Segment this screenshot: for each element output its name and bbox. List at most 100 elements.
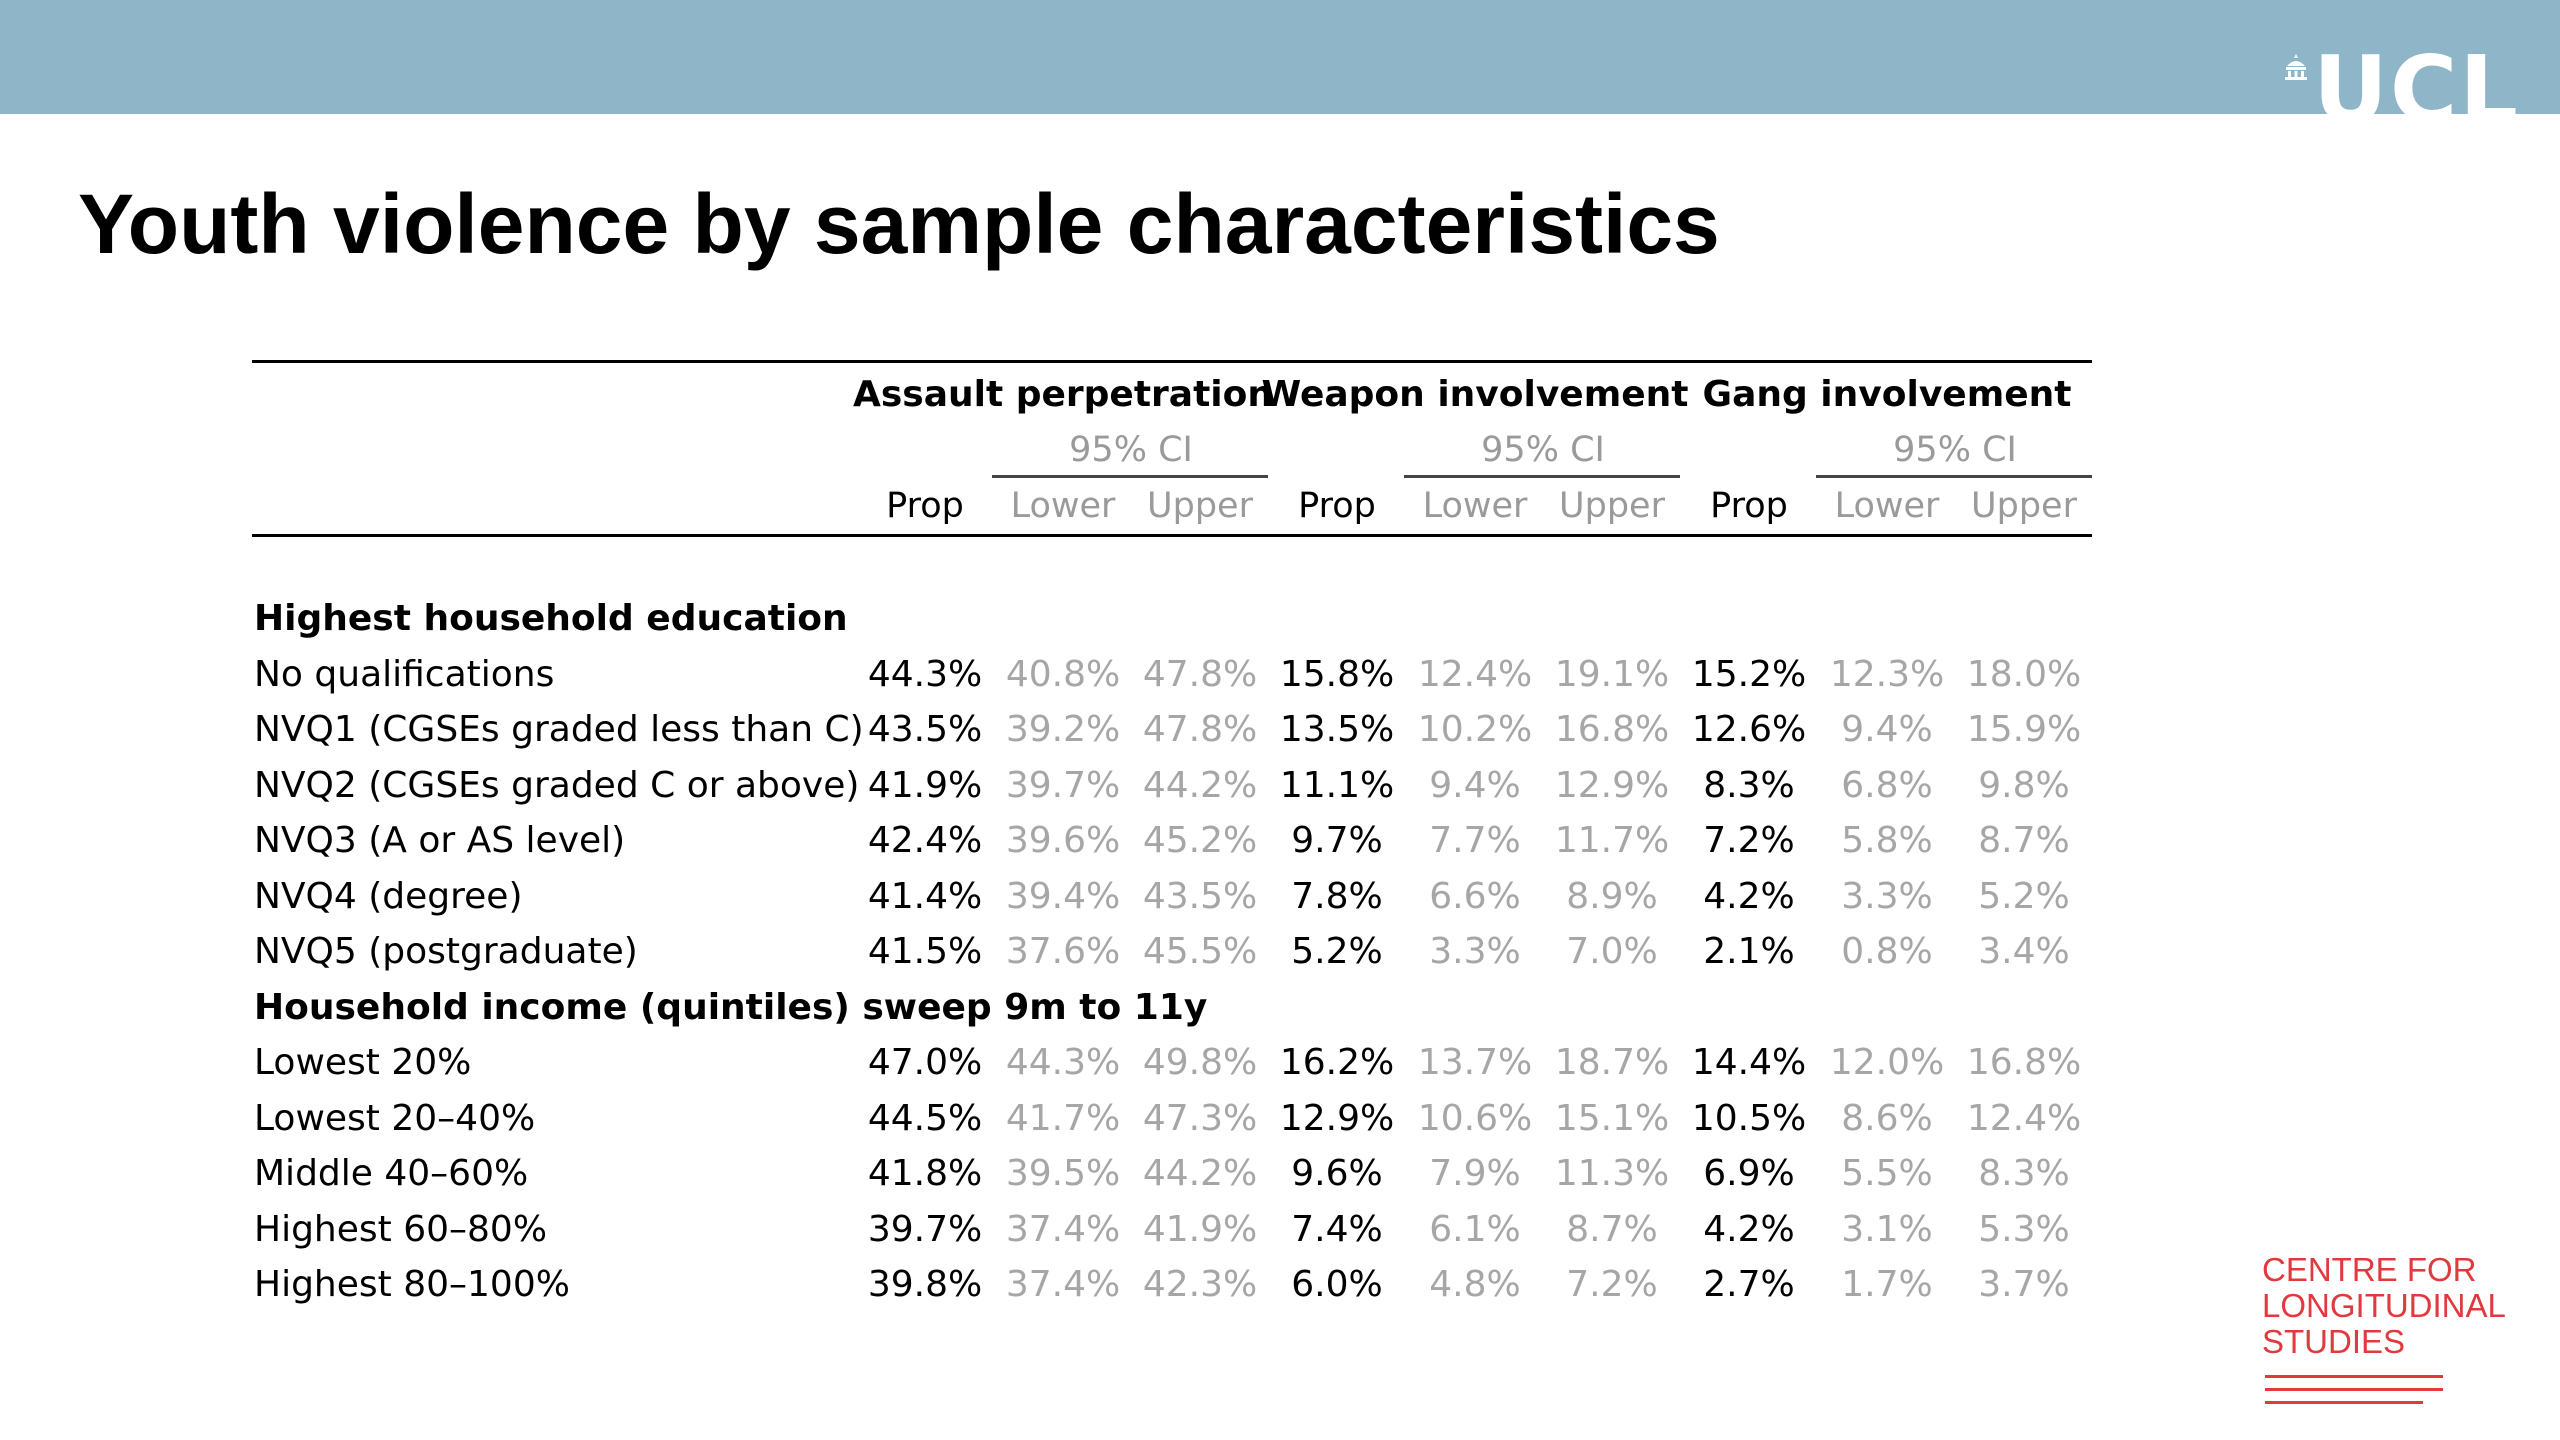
- row-label: NVQ3 (A or AS level): [254, 820, 626, 861]
- prop-value: 7.2%: [1703, 820, 1795, 861]
- ci-value: 47.8%: [1142, 709, 1258, 750]
- ci-label: 95% CI: [1893, 430, 2017, 470]
- ci-value: 8.6%: [1841, 1097, 1933, 1139]
- ci-value: 39.7%: [1005, 764, 1121, 806]
- prop-value: 4.2%: [1703, 1208, 1795, 1250]
- subheader-prop: Prop: [1298, 486, 1376, 526]
- ci-value: 8.7%: [1566, 1208, 1658, 1250]
- ci-value: 37.4%: [1005, 1208, 1121, 1250]
- prop-value: 39.7%: [867, 1208, 983, 1250]
- prop-value: 6.9%: [1703, 1153, 1795, 1194]
- ci-value: 16.8%: [1554, 709, 1670, 750]
- section-title: Highest household education: [254, 598, 848, 639]
- ci-value: 43.5%: [1142, 875, 1258, 917]
- ucl-logo: UCL: [2313, 44, 2520, 114]
- ci-value: 37.6%: [1005, 931, 1121, 972]
- prop-value: 41.4%: [867, 875, 983, 917]
- table-top-rule: [252, 360, 2092, 363]
- row-label: Highest 60–80%: [254, 1208, 548, 1250]
- prop-value: 41.5%: [867, 931, 983, 972]
- prop-value: 43.5%: [867, 709, 983, 750]
- row-label: NVQ4 (degree): [254, 875, 523, 917]
- prop-value: 39.8%: [867, 1264, 983, 1305]
- ci-value: 45.5%: [1142, 931, 1258, 972]
- section-title: Household income (quintiles) sweep 9m to…: [254, 986, 1208, 1028]
- ci-value: 11.3%: [1554, 1153, 1670, 1194]
- prop-value: 44.5%: [867, 1097, 983, 1139]
- ci-value: 39.4%: [1005, 875, 1121, 917]
- row-label: NVQ5 (postgraduate): [254, 931, 638, 972]
- prop-value: 13.5%: [1279, 709, 1395, 750]
- ci-value: 4.8%: [1429, 1264, 1521, 1305]
- ci-label: 95% CI: [1481, 430, 1605, 470]
- ci-value: 18.7%: [1554, 1042, 1670, 1083]
- ci-value: 44.3%: [1005, 1042, 1121, 1083]
- cls-rule-1: [2265, 1375, 2443, 1378]
- ci-value: 42.3%: [1142, 1264, 1258, 1305]
- prop-value: 8.3%: [1703, 764, 1795, 806]
- ci-value: 1.7%: [1841, 1264, 1933, 1305]
- subheader-lower: Lower: [1010, 486, 1116, 526]
- group-header: Assault perpetration: [852, 374, 1273, 415]
- ci-value: 6.6%: [1429, 875, 1521, 917]
- group-header: Gang involvement: [1702, 374, 2072, 415]
- ci-value: 11.7%: [1554, 820, 1670, 861]
- ci-value: 12.0%: [1829, 1042, 1945, 1083]
- prop-value: 12.9%: [1279, 1097, 1395, 1139]
- ci-value: 5.2%: [1978, 875, 2070, 917]
- prop-value: 42.4%: [867, 820, 983, 861]
- ci-value: 45.2%: [1142, 820, 1258, 861]
- prop-value: 6.0%: [1291, 1264, 1383, 1305]
- prop-value: 4.2%: [1703, 875, 1795, 917]
- ci-value: 12.9%: [1554, 764, 1670, 806]
- ci-value: 5.8%: [1841, 820, 1933, 861]
- ci-value: 41.7%: [1005, 1097, 1121, 1139]
- ci-value: 39.5%: [1005, 1153, 1121, 1194]
- row-label: NVQ1 (CGSEs graded less than C): [254, 709, 864, 750]
- subheader-upper: Upper: [1147, 486, 1253, 526]
- subheader-prop: Prop: [1710, 486, 1788, 526]
- prop-value: 44.3%: [867, 653, 983, 695]
- cls-line-1: CENTRE FOR: [2262, 1251, 2477, 1288]
- prop-value: 12.6%: [1691, 709, 1807, 750]
- ci-value: 10.2%: [1417, 709, 1533, 750]
- ci-value: 16.8%: [1966, 1042, 2082, 1083]
- ci-value: 6.8%: [1841, 764, 1933, 806]
- ci-value: 3.7%: [1978, 1264, 2070, 1305]
- prop-value: 2.1%: [1703, 931, 1795, 972]
- prop-value: 2.7%: [1703, 1264, 1795, 1305]
- ci-value: 41.9%: [1142, 1208, 1258, 1250]
- ci-value: 7.7%: [1429, 820, 1521, 861]
- ci-value: 8.7%: [1978, 820, 2070, 861]
- ci-value: 9.8%: [1978, 764, 2070, 806]
- ci-value: 3.3%: [1429, 931, 1521, 972]
- ci-value: 0.8%: [1841, 931, 1933, 972]
- ci-value: 3.3%: [1841, 875, 1933, 917]
- ci-value: 49.8%: [1142, 1042, 1258, 1083]
- ci-value: 47.3%: [1142, 1097, 1258, 1139]
- prop-value: 5.2%: [1291, 931, 1383, 972]
- cls-rule-3: [2265, 1401, 2423, 1404]
- ci-value: 3.1%: [1841, 1208, 1933, 1250]
- portico-dome-icon: [2285, 54, 2307, 80]
- ci-value: 44.2%: [1142, 1153, 1258, 1194]
- ci-value: 10.6%: [1417, 1097, 1533, 1139]
- ci-value: 12.3%: [1829, 653, 1945, 695]
- cls-rule-2: [2265, 1388, 2443, 1391]
- ci-value: 37.4%: [1005, 1264, 1121, 1305]
- ci-value: 5.3%: [1978, 1208, 2070, 1250]
- ci-value: 18.0%: [1966, 653, 2082, 695]
- ci-value: 44.2%: [1142, 764, 1258, 806]
- prop-value: 7.4%: [1291, 1208, 1383, 1250]
- ci-value: 9.4%: [1841, 709, 1933, 750]
- prop-value: 41.9%: [867, 764, 983, 806]
- ci-value: 19.1%: [1554, 653, 1670, 695]
- prop-value: 9.7%: [1291, 820, 1383, 861]
- row-label: No qualifications: [254, 653, 555, 695]
- group-header: Weapon involvement: [1261, 374, 1689, 415]
- prop-value: 14.4%: [1691, 1042, 1807, 1083]
- top-banner: [0, 0, 2560, 114]
- ci-value: 47.8%: [1142, 653, 1258, 695]
- slide-title: Youth violence by sample characteristics: [78, 177, 1720, 271]
- subheader-upper: Upper: [1971, 486, 2077, 526]
